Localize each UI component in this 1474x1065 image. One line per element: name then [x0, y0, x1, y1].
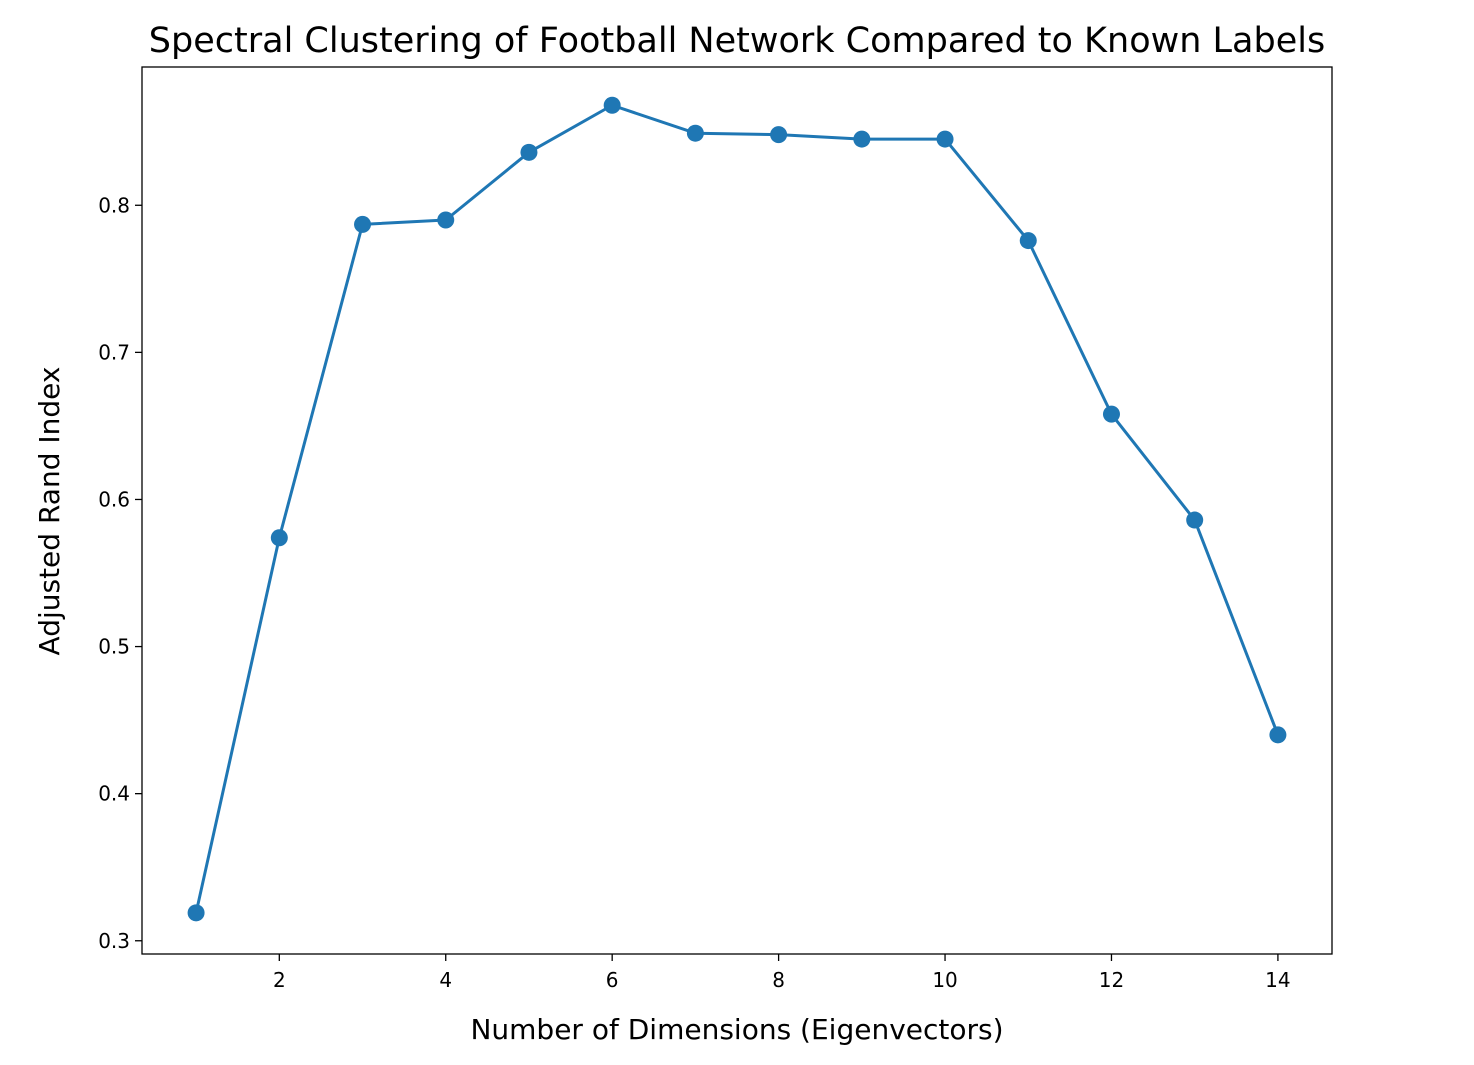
x-tick-label: 10: [932, 968, 957, 992]
y-tick-label: 0.5: [98, 635, 130, 659]
data-point: [853, 130, 871, 148]
data-point: [1019, 232, 1037, 250]
series-line: [194, 103, 1280, 914]
data-point: [770, 126, 788, 144]
y-axis-label: Adjusted Rand Index: [33, 367, 66, 656]
data-point: [603, 96, 621, 114]
data-point: [936, 130, 954, 148]
series-layer: [187, 96, 1287, 922]
plot-area-frame: [141, 66, 1333, 955]
x-tick-label: 12: [1099, 968, 1124, 992]
chart-title: Spectral Clustering of Football Network …: [149, 21, 1325, 61]
y-tick-label: 0.4: [98, 782, 130, 806]
data-point: [354, 215, 372, 233]
x-tick-label: 4: [439, 968, 452, 992]
x-tick-label: 14: [1265, 968, 1290, 992]
y-tick-label: 0.8: [98, 193, 130, 217]
data-point: [270, 529, 288, 547]
x-tick-label: 8: [772, 968, 785, 992]
data-point: [1186, 511, 1204, 529]
data-point: [520, 143, 538, 161]
data-point: [1102, 405, 1120, 423]
data-point: [437, 211, 455, 229]
y-axis: 0.3 0.4 0.5 0.6 0.7 0.8: [98, 193, 142, 953]
data-point: [187, 904, 205, 922]
x-tick-label: 6: [606, 968, 619, 992]
x-axis-label: Number of Dimensions (Eigenvectors): [470, 1013, 1003, 1046]
x-axis: 2 4 6 8 10 12 14: [273, 954, 1291, 992]
x-tick-label: 2: [273, 968, 286, 992]
data-point: [686, 124, 704, 142]
data-point: [1269, 726, 1287, 744]
y-tick-label: 0.3: [98, 929, 130, 953]
y-tick-label: 0.7: [98, 340, 130, 364]
y-tick-label: 0.6: [98, 487, 130, 511]
